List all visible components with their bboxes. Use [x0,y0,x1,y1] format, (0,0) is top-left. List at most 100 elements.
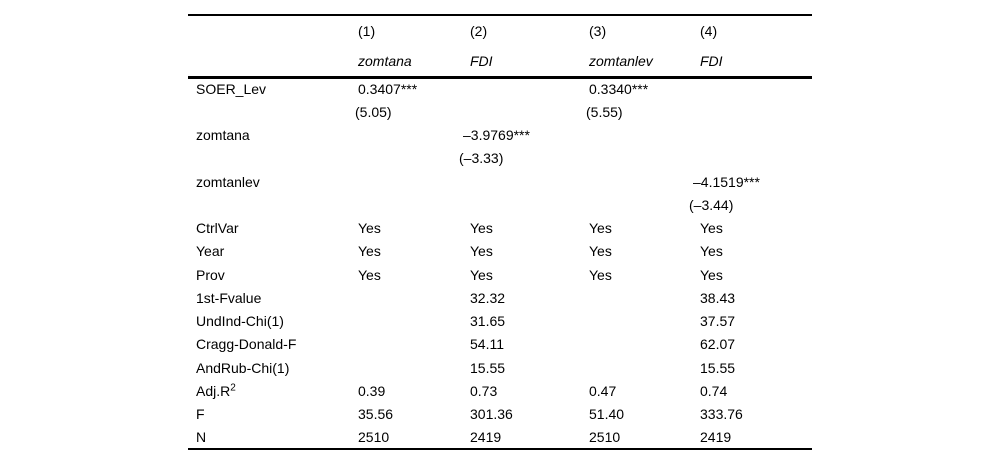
cell: 38.43 [700,289,736,306]
cell: Yes [589,266,612,283]
header-variable-cell: zomtana [358,52,412,69]
cell: Yes [589,220,612,237]
cell: Yes [589,243,612,260]
cell: 31.65 [470,313,506,330]
cell: 35.56 [358,406,394,423]
cell: (5.05) [355,103,392,120]
cell [358,147,470,170]
table-row: UndInd-Chi(1) 31.65 37.57 [188,310,812,333]
table-row: Year Yes Yes Yes Yes [188,240,812,263]
cell [589,310,700,333]
cell [589,147,700,170]
row-label: Prov [196,266,225,283]
cell: Yes [470,243,493,260]
row-label [188,193,358,216]
cell: 51.40 [589,406,625,423]
cell [470,193,589,216]
header-number-cell: (4) [700,23,718,39]
cell [700,100,812,123]
cell: Yes [700,220,723,237]
header-number-cell: (3) [589,23,607,39]
cell [358,356,470,379]
cell: Yes [358,266,381,283]
table-row: N 2510 2419 2510 2419 [188,426,812,449]
cell: 333.76 [700,406,743,423]
cell [470,170,589,193]
table-row: zomtanlev –4.1519*** [188,170,812,193]
cell: 62.07 [700,336,736,353]
cell [358,333,470,356]
cell: 15.55 [700,359,736,376]
header-row-numbers: (1) (2) (3) (4) [188,15,812,46]
table-header: (1) (2) (3) (4) zomtana FDI zomtanlev FDI [188,15,812,77]
cell [589,193,700,216]
row-label: Cragg-Donald-F [196,336,297,353]
regression-table-wrap: (1) (2) (3) (4) zomtana FDI zomtanlev FDI SOER_… [188,14,812,450]
cell: 32.32 [470,289,506,306]
row-label: SOER_Lev [196,81,267,98]
cell: 2510 [358,428,390,445]
cell: (5.55) [586,103,623,120]
row-label: 1st-Fvalue [196,289,262,306]
row-label: Year [196,243,225,260]
cell [589,124,700,147]
cell: 2419 [470,428,502,445]
table-row: (5.05) (5.55) [188,100,812,123]
table-row: (–3.44) [188,193,812,216]
table-row: Prov Yes Yes Yes Yes [188,263,812,286]
cell: (–3.33) [459,150,504,167]
cell [470,77,589,100]
cell: 0.3407*** [358,81,418,98]
table-row: AndRub-Chi(1) 15.55 15.55 [188,356,812,379]
cell: 0.73 [470,382,498,399]
row-label: CtrlVar [196,220,239,237]
cell: 0.74 [700,382,728,399]
cell: Yes [470,220,493,237]
cell [589,170,700,193]
cell: 37.57 [700,313,736,330]
header-variable-cell: zomtanlev [589,52,653,69]
cell: 15.55 [470,359,506,376]
table-row: (–3.33) [188,147,812,170]
row-label: zomtanlev [196,173,260,190]
header-variable-cell: FDI [700,52,723,69]
cell: Yes [700,243,723,260]
row-label: Adj.R2 [196,382,236,399]
table-row: Adj.R2 0.39 0.73 0.47 0.74 [188,379,812,402]
header-variable-cell: FDI [470,52,493,69]
cell [470,100,589,123]
table-row: zomtana –3.9769*** [188,124,812,147]
cell: 301.36 [470,406,513,423]
table-row: Cragg-Donald-F 54.11 62.07 [188,333,812,356]
cell [700,147,812,170]
cell: Yes [358,243,381,260]
cell: (–3.44) [689,196,734,213]
cell: Yes [358,220,381,237]
superscript: 2 [230,382,236,394]
row-label: zomtana [196,127,250,144]
cell: 0.47 [589,382,617,399]
row-label [188,100,358,123]
table-body: SOER_Lev 0.3407*** 0.3340*** (5.05) (5.55) zo… [188,77,812,449]
row-label: AndRub-Chi(1) [196,359,290,376]
cell [358,170,470,193]
cell [358,286,470,309]
cell: Yes [470,266,493,283]
cell: 0.39 [358,382,386,399]
cell: –4.1519*** [693,173,760,190]
header-number-cell: (2) [470,23,488,39]
cell [358,193,470,216]
cell: 2419 [700,428,732,445]
regression-table: (1) (2) (3) (4) zomtana FDI zomtanlev FDI SOER_… [188,14,812,450]
header-number-cell [188,15,358,46]
cell: 0.3340*** [589,81,649,98]
cell: Yes [700,266,723,283]
row-label [188,147,358,170]
cell: 54.11 [470,336,504,353]
row-label: N [196,428,207,445]
table-row: 1st-Fvalue 32.32 38.43 [188,286,812,309]
cell [358,124,470,147]
cell [700,77,812,100]
cell: –3.9769*** [463,127,530,144]
